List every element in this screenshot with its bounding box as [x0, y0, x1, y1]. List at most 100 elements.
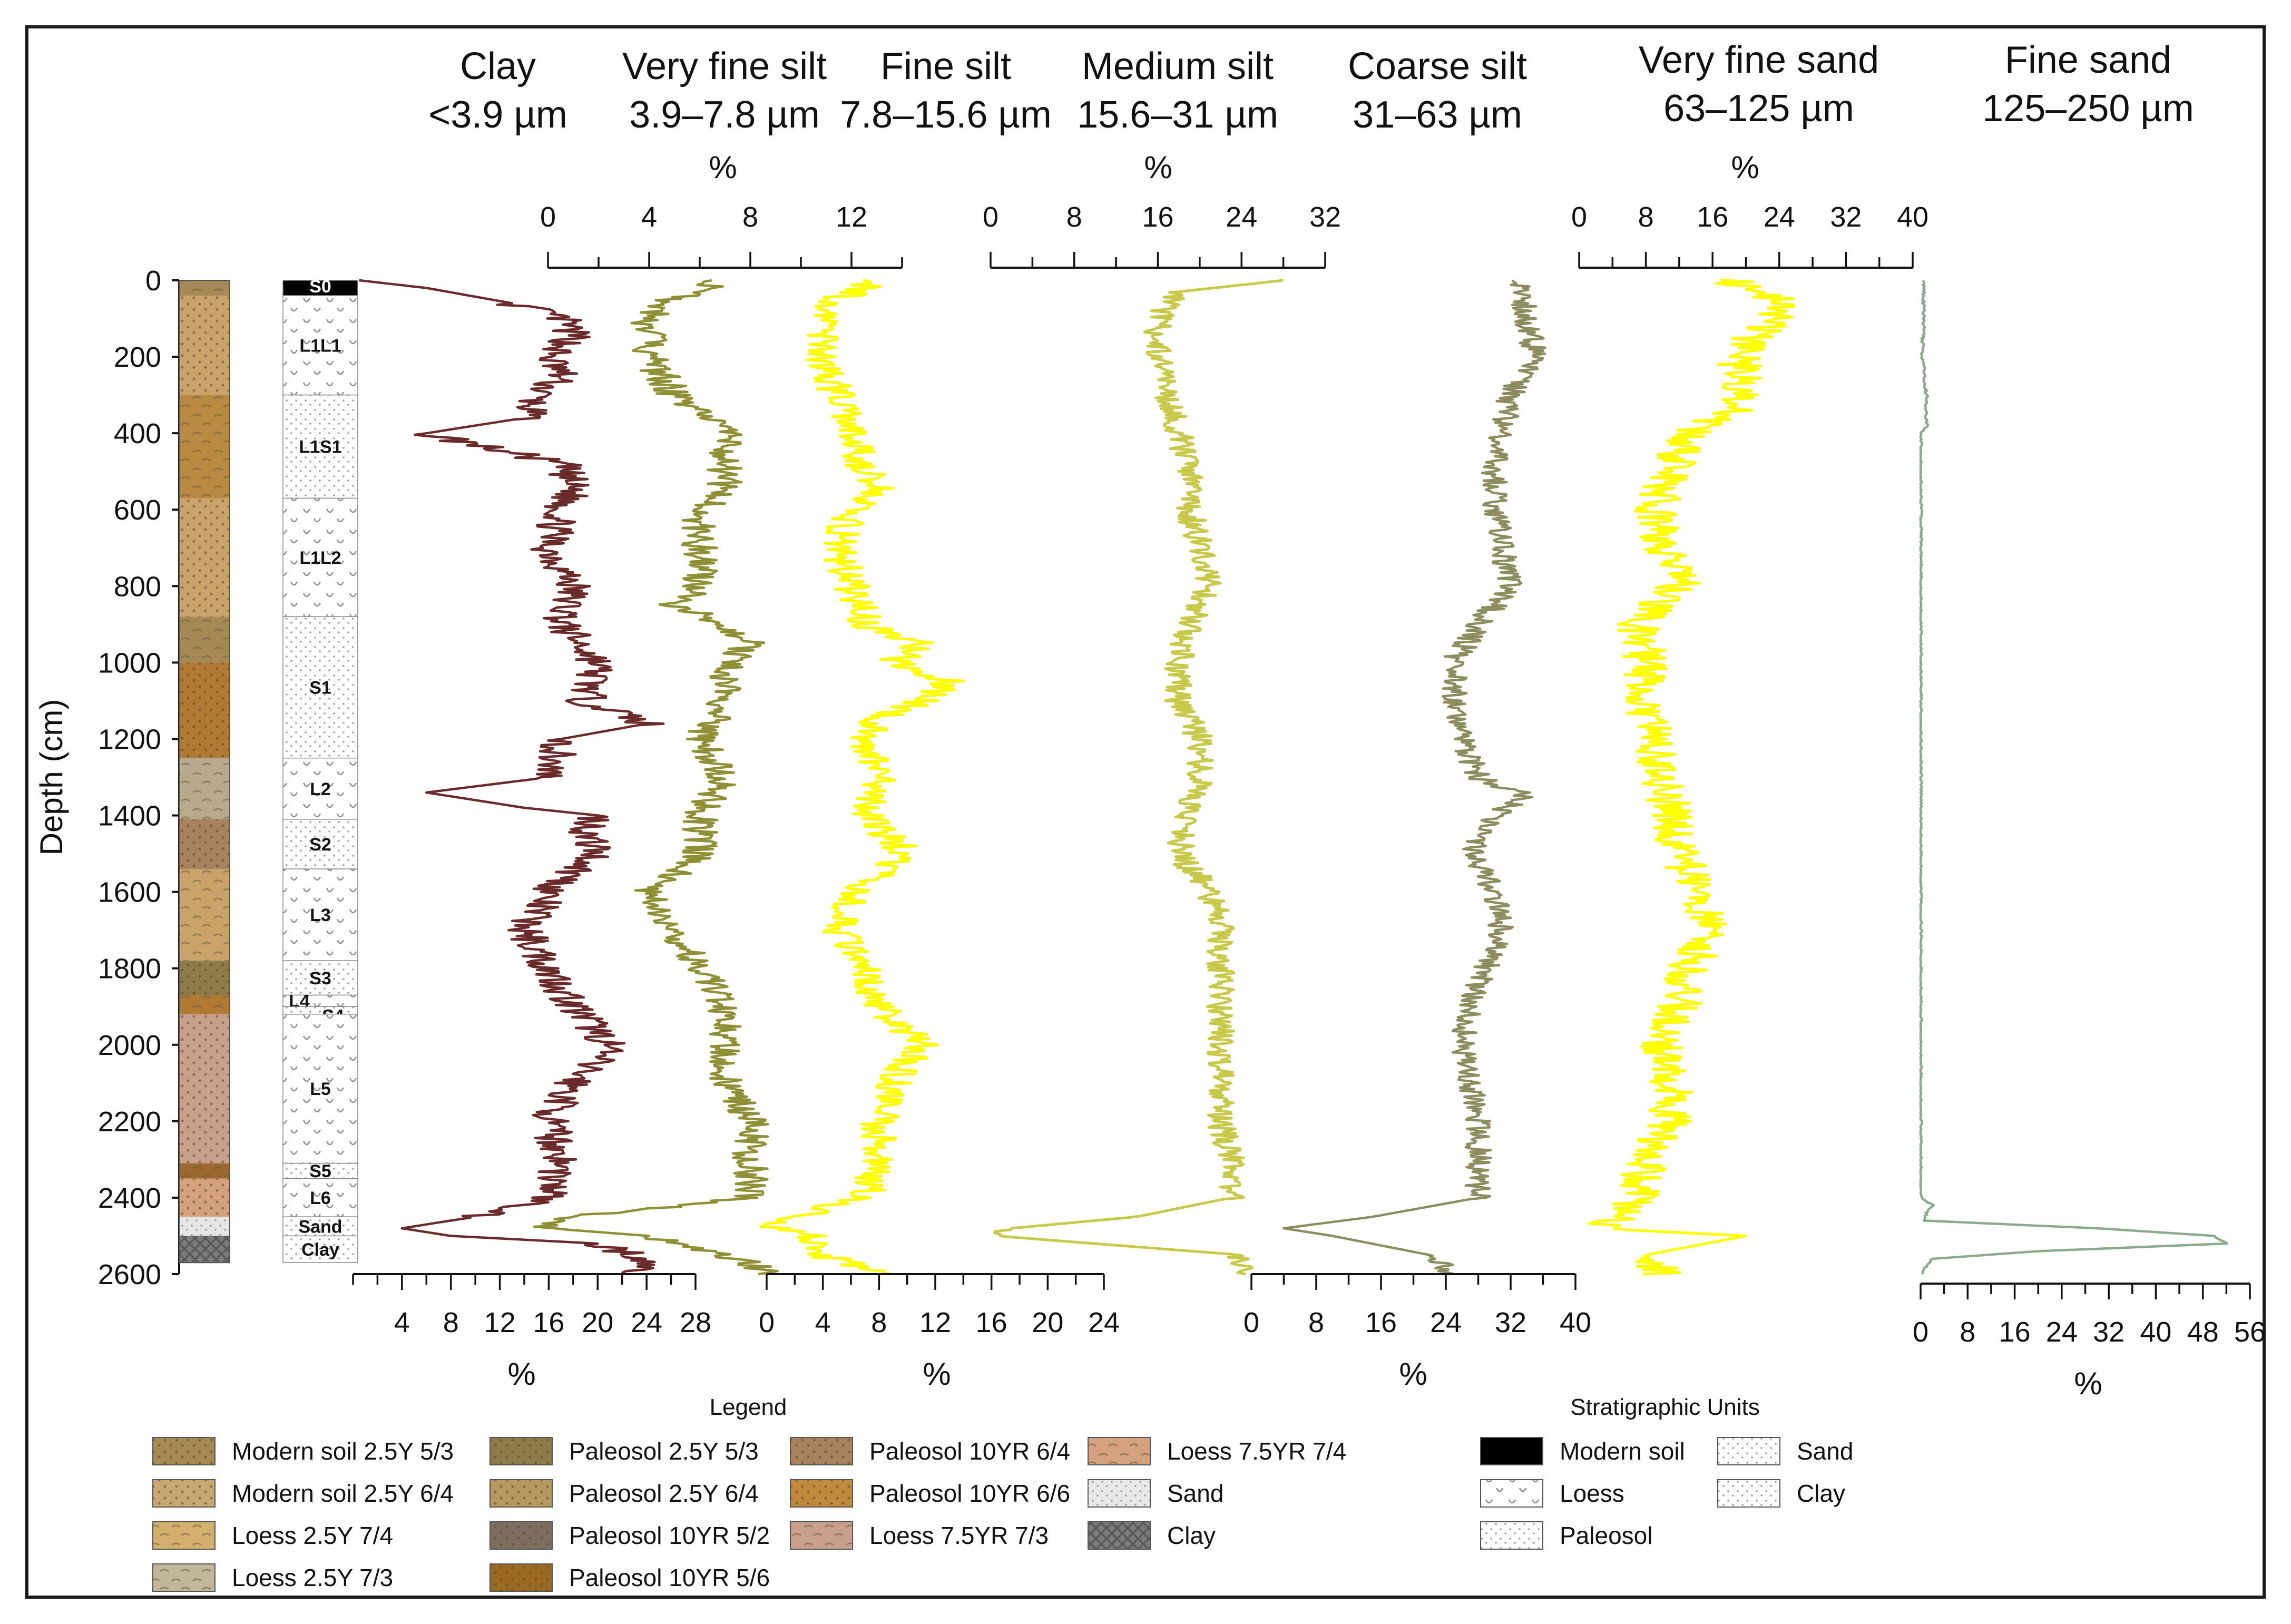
strat-unit-l6	[282, 1178, 358, 1217]
strat-legend-swatch	[1480, 1437, 1543, 1465]
legend-item-label: Paleosol 2.5Y 5/3	[569, 1437, 759, 1465]
very_fine_sand-tick-label: 0	[1571, 201, 1587, 233]
legend-swatch-texture	[790, 1480, 853, 1507]
coarse_silt-tick-label: 24	[1430, 1307, 1462, 1338]
medium_silt-tick-label: 0	[983, 201, 998, 233]
strat-unit-label: L3	[310, 905, 331, 925]
strat-unit-l5	[282, 1013, 358, 1164]
strat-unit-l3	[282, 868, 358, 961]
strat-unit-s0	[282, 280, 358, 296]
strat-unit-label: S1	[309, 678, 331, 698]
clay-tick-label: 16	[533, 1307, 564, 1338]
fine_silt-title: Fine silt	[880, 45, 1011, 87]
clay-tick-label: 8	[443, 1307, 459, 1338]
legend: Legend Modern soil 2.5Y 5/3 Modern soil 2.…	[152, 1394, 1346, 1592]
legend-item-label: Modern soil 2.5Y 6/4	[232, 1480, 454, 1507]
strat-unit-label: S3	[309, 968, 331, 989]
color-column-texture	[179, 1178, 230, 1217]
fine_sand-subtitle: 125–250 µm	[1982, 87, 2194, 130]
coarse_silt-title: Coarse silt	[1348, 45, 1527, 87]
depth-tick-label: 2200	[98, 1106, 161, 1138]
medium_silt-subtitle: 15.6–31 µm	[1077, 94, 1278, 136]
strat-unit-s1	[282, 616, 358, 759]
very_fine_silt-tick-label: 4	[815, 1307, 831, 1338]
legend-item-label: Paleosol 2.5Y 6/4	[569, 1480, 759, 1507]
figure-frame	[25, 25, 2266, 1599]
legend-item-label: Paleosol 10YR 6/4	[869, 1437, 1070, 1465]
fine_sand-tick-label: 32	[2093, 1316, 2124, 1348]
fine_sand-title: Fine sand	[2005, 39, 2171, 81]
clay-tick-label: 24	[631, 1307, 662, 1338]
legend-swatch-texture	[790, 1522, 853, 1549]
sediment-color-column	[179, 280, 230, 1264]
fine_silt-unit-label: %	[709, 150, 737, 185]
very_fine_sand-tick-label: 32	[1830, 201, 1862, 233]
color-column-texture	[179, 280, 230, 296]
depth-tick-label: 2000	[98, 1030, 161, 1061]
color-column-texture	[179, 758, 230, 819]
depth-tick-label: 2600	[98, 1259, 161, 1290]
color-column-texture	[179, 395, 230, 498]
strat-unit-l1l1	[282, 295, 358, 396]
strat-unit-label: L5	[310, 1079, 331, 1099]
legend-item-label: Modern soil 2.5Y 5/3	[232, 1437, 454, 1465]
color-column-texture	[179, 1236, 230, 1263]
depth-axis: 0 200 400 600 800 1000 1200 1400 1600 1800 2000 220…	[34, 265, 180, 1290]
medium_silt-series-line	[993, 279, 1284, 1276]
clay-tick-label: 12	[484, 1307, 516, 1338]
strat-legend-item-label: Modern soil	[1560, 1437, 1685, 1465]
fine_silt-series-line	[533, 279, 779, 1276]
depth-tick-label: 400	[114, 418, 161, 449]
fine_sand-tick-label: 16	[1999, 1316, 2031, 1348]
very_fine_sand-tick-label: 8	[1638, 201, 1654, 233]
color-column-texture	[179, 1014, 230, 1163]
very_fine_sand-subtitle: 63–125 µm	[1663, 87, 1854, 130]
fine_sand-series-line	[1919, 280, 2228, 1275]
very_fine_silt-tick-label: 12	[919, 1307, 951, 1338]
clay-tick-label: 20	[582, 1307, 613, 1338]
strat-legend-swatch	[1717, 1479, 1780, 1508]
medium_silt-tick-label: 32	[1309, 201, 1341, 233]
series-layer	[359, 279, 2228, 1276]
color-column-texture	[179, 498, 230, 617]
legend-item-label: Paleosol 10YR 6/6	[869, 1480, 1070, 1507]
legend-item-label: Loess 7.5YR 7/3	[869, 1522, 1049, 1549]
legend-title: Legend	[710, 1394, 787, 1420]
fine_silt-tick-label: 0	[540, 201, 556, 233]
coarse_silt-tick-label: 0	[1244, 1307, 1259, 1338]
legend-item-label: Loess 7.5YR 7/4	[1167, 1437, 1346, 1465]
very_fine_silt-tick-label: 20	[1032, 1307, 1063, 1338]
clay-unit-label: %	[507, 1356, 535, 1392]
medium_silt-tick-label: 8	[1066, 201, 1082, 233]
coarse_silt-tick-label: 40	[1560, 1307, 1591, 1338]
color-column-texture	[179, 995, 230, 1014]
strat-unit-label: S0	[309, 277, 331, 297]
strat-unit-clay	[282, 1235, 358, 1263]
legend-swatch-texture	[1088, 1480, 1150, 1507]
legend-swatch-texture	[1088, 1437, 1150, 1465]
medium_silt-tick-label: 16	[1142, 201, 1173, 233]
strat-unit-sand	[282, 1216, 358, 1237]
very_fine_sand-tick-label: 24	[1764, 201, 1795, 233]
legend-swatch-texture	[153, 1437, 215, 1465]
depth-tick-label: 2400	[98, 1182, 161, 1214]
medium_silt-title: Medium silt	[1082, 45, 1274, 87]
legend-item-label: Loess 2.5Y 7/3	[232, 1564, 393, 1591]
panel-axes: 4 8 12 16 20 24 28%0 4 8 12 16 20 24%0 4 8 12%0 8 16 24 32%…	[352, 150, 2266, 1401]
depth-tick-label: 800	[114, 571, 161, 602]
strat-unit-label: S5	[309, 1161, 331, 1181]
very_fine_silt-unit-label: %	[923, 1356, 951, 1392]
color-column-border	[179, 280, 230, 1264]
clay-series-line	[359, 279, 665, 1275]
strat-legend: Stratigraphic Units Modern soil Loess Paleo…	[1480, 1394, 1853, 1550]
legend-item-label: Sand	[1167, 1480, 1223, 1507]
strat-unit-label: L2	[310, 779, 331, 799]
legend-item-label: Loess 2.5Y 7/4	[232, 1522, 393, 1549]
very_fine_sand-title: Very fine sand	[1639, 39, 1879, 81]
very_fine_silt-series-line	[759, 279, 965, 1276]
strat-unit-label: L1L1	[299, 336, 341, 356]
color-column-texture	[179, 1217, 230, 1236]
fine_silt-subtitle: 7.8–15.6 µm	[840, 94, 1052, 136]
legend-item-label: Paleosol 10YR 5/6	[569, 1564, 770, 1591]
fine_silt-tick-label: 8	[742, 201, 758, 233]
